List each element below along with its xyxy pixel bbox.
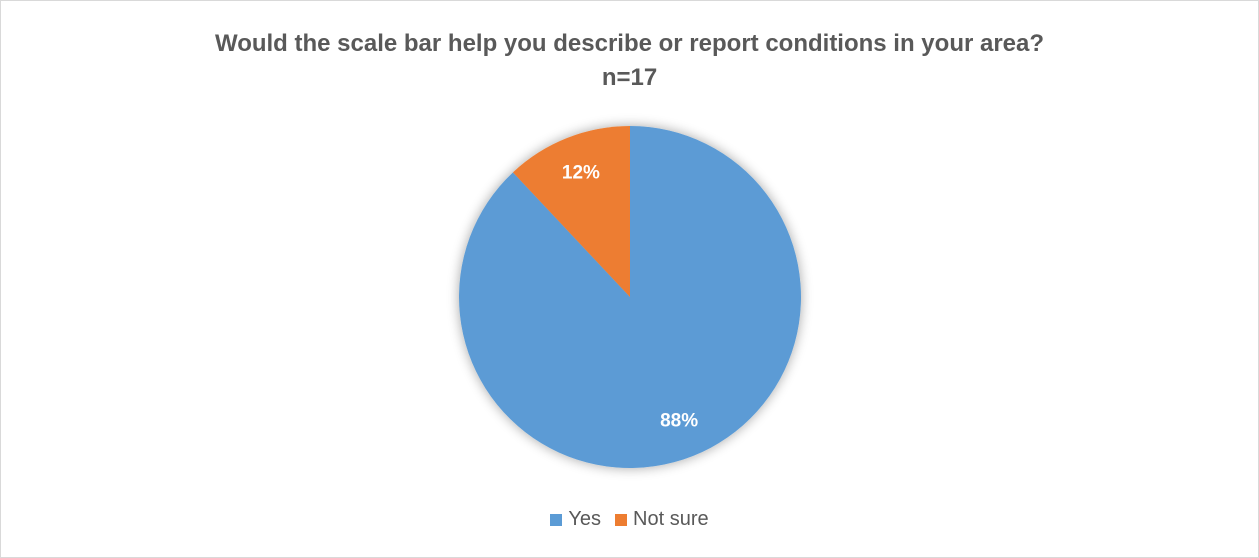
chart-subtitle: n=17 [601, 64, 658, 91]
legend-swatch-yes [550, 513, 563, 526]
data-label-not-sure: 12% [562, 162, 600, 183]
pie-slice-not-sure [512, 126, 630, 297]
legend-item-not-sure: Not sure [615, 508, 709, 531]
legend-swatch-not-sure [615, 513, 628, 526]
chart-title: Would the scale bar help you describe or… [214, 30, 1045, 57]
legend: Yes Not sure [1, 508, 1258, 531]
legend-label-not-sure: Not sure [633, 508, 709, 530]
data-label-yes: 88% [660, 411, 698, 432]
legend-label-yes: Yes [568, 508, 602, 530]
legend-item-yes: Yes [550, 508, 601, 531]
